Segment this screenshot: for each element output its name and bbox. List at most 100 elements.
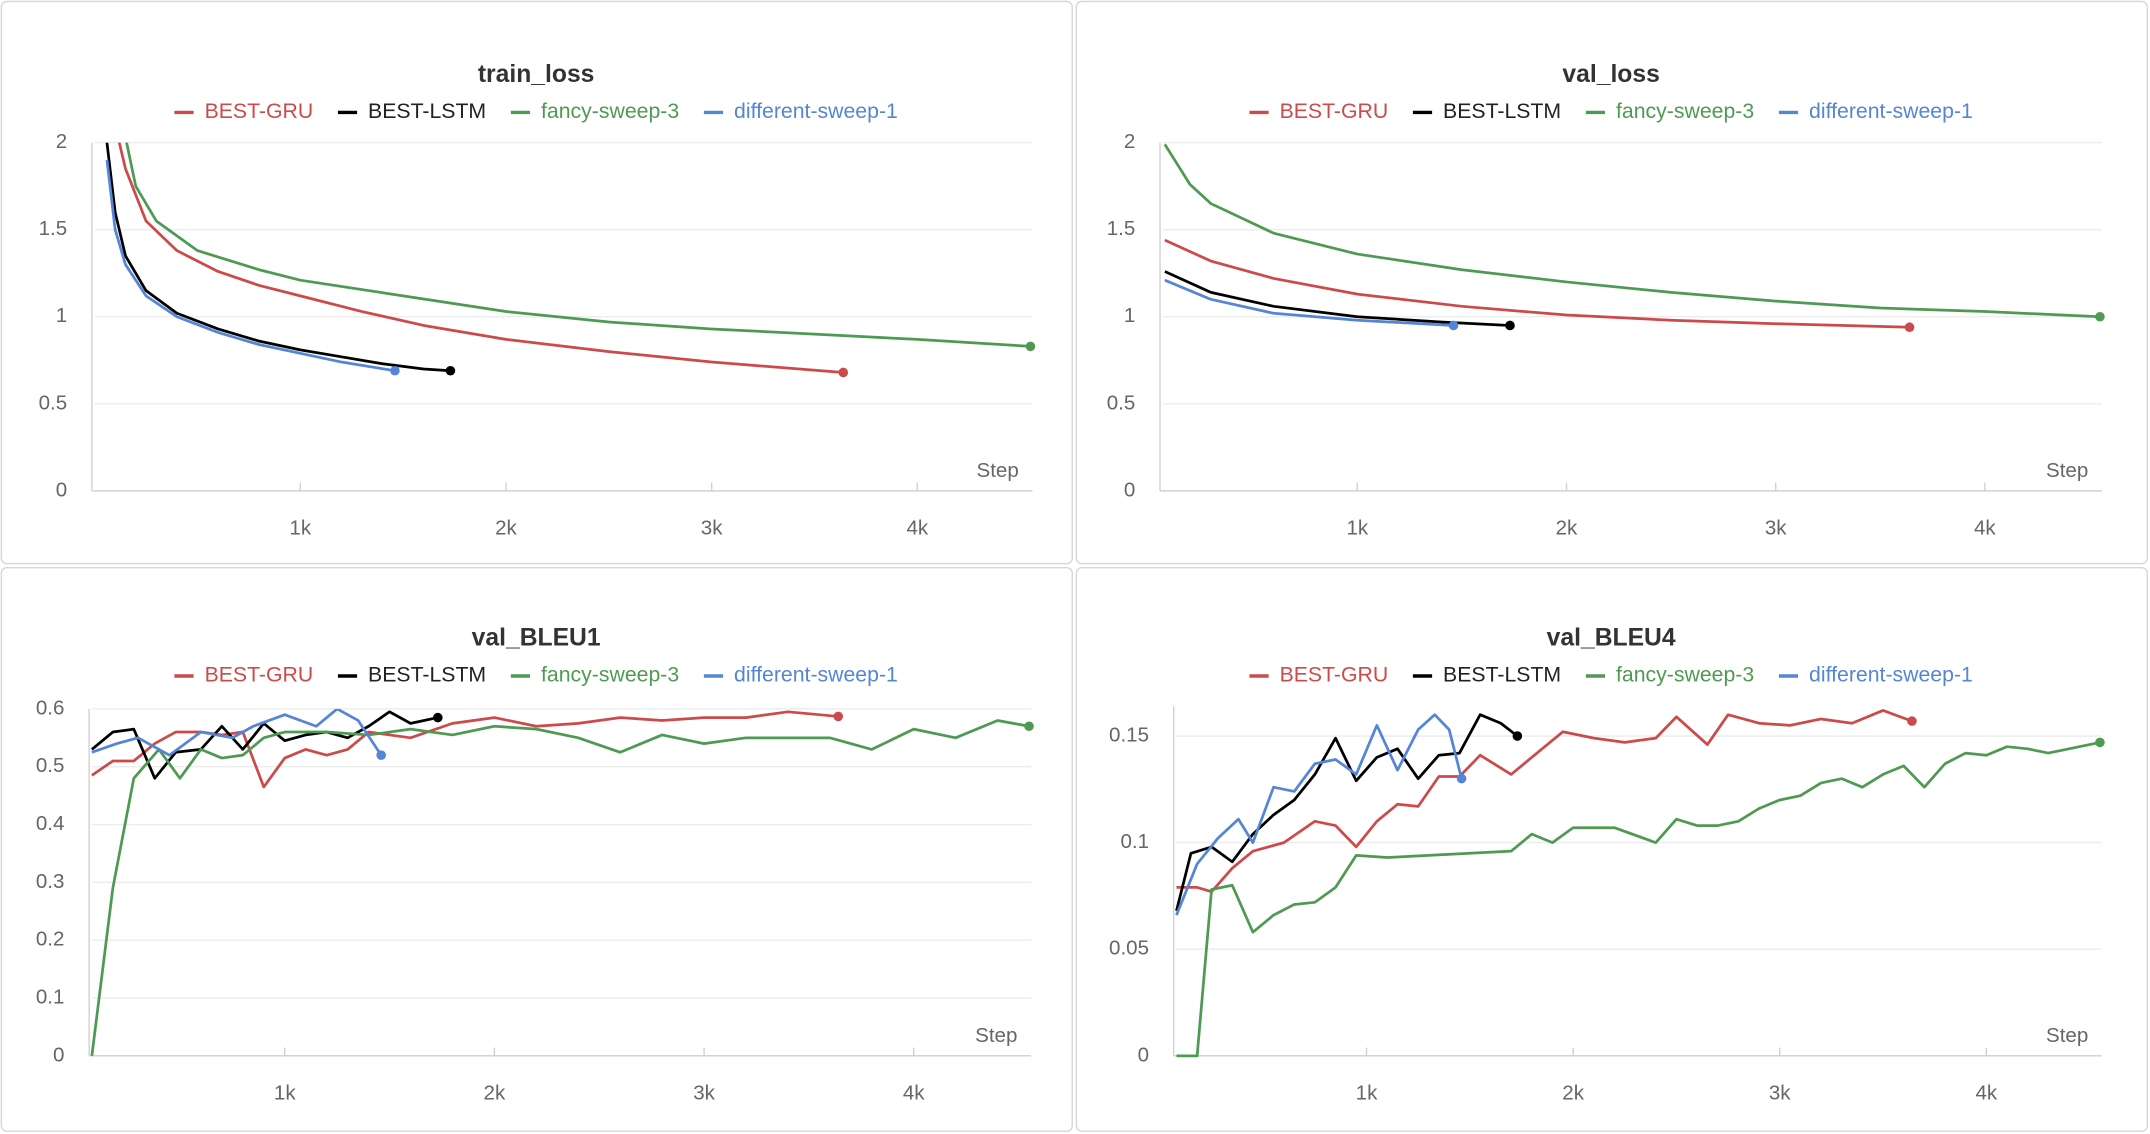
y-tick-label: 0.1 bbox=[1120, 830, 1149, 853]
x-tick-label: 2k bbox=[1562, 1082, 1584, 1105]
y-tick-label: 0.6 bbox=[36, 696, 65, 719]
legend-label: different-sweep-1 bbox=[1809, 663, 1973, 687]
y-tick-label: 0.1 bbox=[36, 985, 65, 1008]
series-line bbox=[105, 142, 451, 373]
x-tick-label: 1k bbox=[274, 1082, 296, 1105]
series-end-point bbox=[2095, 311, 2105, 322]
legend-label: BEST-GRU bbox=[1280, 99, 1389, 123]
chart-title: val_loss bbox=[1562, 61, 1659, 88]
x-tick-label: 3k bbox=[701, 517, 723, 540]
x-tick-label: 3k bbox=[1769, 1082, 1791, 1105]
x-tick-label: 4k bbox=[1975, 1082, 1997, 1105]
x-axis-label: Step bbox=[2046, 459, 2088, 482]
x-tick-label: 4k bbox=[903, 1082, 925, 1105]
plot-area bbox=[1163, 143, 2105, 333]
series-line bbox=[1175, 713, 1463, 916]
legend-label: fancy-sweep-3 bbox=[1616, 663, 1754, 687]
y-tick-label: 0.5 bbox=[39, 391, 68, 414]
legend-label: BEST-LSTM bbox=[1443, 663, 1561, 687]
chart-title: val_BLEU1 bbox=[472, 625, 601, 652]
series-end-point bbox=[445, 365, 456, 376]
legend-label: BEST-GRU bbox=[205, 99, 314, 123]
legend-label: BEST-GRU bbox=[1280, 663, 1389, 687]
series-end-point bbox=[1456, 773, 1467, 784]
legend-label: fancy-sweep-3 bbox=[1616, 99, 1754, 123]
series-line bbox=[1164, 238, 1910, 329]
series-end-point bbox=[833, 711, 844, 722]
series-end-point bbox=[1024, 721, 1034, 732]
series-end-point bbox=[1907, 716, 1917, 726]
x-tick-label: 1k bbox=[1356, 1082, 1378, 1105]
x-tick-label: 1k bbox=[289, 517, 311, 540]
series-end-point bbox=[376, 750, 386, 760]
legend-label: different-sweep-1 bbox=[1809, 99, 1973, 123]
panel bbox=[0, 567, 1073, 1132]
panel bbox=[1075, 0, 2148, 565]
y-tick-label: 2 bbox=[1124, 130, 1135, 153]
series-line bbox=[1176, 709, 1913, 894]
plot-area bbox=[1175, 709, 2105, 1058]
legend: BEST-GRU BEST-LSTM fancy-sweep-3 different-… bbox=[1249, 663, 1973, 687]
legend-label: fancy-sweep-3 bbox=[541, 99, 679, 123]
series-end-point bbox=[838, 367, 849, 378]
y-tick-label: 0.4 bbox=[36, 812, 65, 835]
y-tick-label: 0.05 bbox=[1109, 937, 1149, 960]
y-tick-label: 0.2 bbox=[36, 928, 65, 951]
series-end-point bbox=[1505, 320, 1515, 331]
y-tick-label: 1.5 bbox=[39, 217, 68, 240]
y-tick-label: 1 bbox=[1124, 304, 1135, 327]
series-end-point bbox=[1904, 322, 1915, 333]
series-end-point bbox=[2095, 737, 2105, 748]
x-tick-label: 3k bbox=[693, 1082, 715, 1105]
x-tick-label: 4k bbox=[906, 517, 928, 540]
legend-label: different-sweep-1 bbox=[734, 663, 898, 687]
plot-area bbox=[105, 142, 1036, 378]
series-end-point bbox=[1512, 731, 1523, 741]
legend-label: different-sweep-1 bbox=[734, 99, 898, 123]
series-end-point bbox=[433, 712, 443, 723]
series-line bbox=[1163, 143, 2100, 319]
chart: val_BLEU4 0 0.05 0.1 0.15 1k 2k 3k 4k Step BEST-GR… bbox=[1109, 625, 2105, 1105]
legend-label: BEST-LSTM bbox=[368, 99, 486, 123]
x-tick-label: 4k bbox=[1974, 517, 1996, 540]
y-tick-label: 0.15 bbox=[1109, 723, 1149, 746]
series-end-point bbox=[390, 365, 400, 376]
panel bbox=[1075, 567, 2148, 1132]
x-tick-label: 3k bbox=[1765, 517, 1787, 540]
x-axis-label: Step bbox=[977, 459, 1019, 482]
series-end-point bbox=[1448, 320, 1459, 331]
series-line bbox=[90, 719, 1030, 1056]
y-tick-label: 2 bbox=[56, 130, 67, 153]
legend-label: BEST-LSTM bbox=[368, 663, 486, 687]
y-tick-label: 0 bbox=[1124, 478, 1135, 501]
legend: BEST-GRU BEST-LSTM fancy-sweep-3 different-… bbox=[1249, 99, 1973, 123]
chart-title: val_BLEU4 bbox=[1547, 625, 1676, 652]
legend: BEST-GRU BEST-LSTM fancy-sweep-3 different-… bbox=[174, 99, 898, 123]
y-tick-label: 1 bbox=[56, 304, 67, 327]
y-tick-label: 0.3 bbox=[36, 870, 65, 893]
legend-label: BEST-GRU bbox=[205, 663, 314, 687]
y-tick-label: 1.5 bbox=[1107, 217, 1136, 240]
panel bbox=[0, 0, 1073, 565]
y-tick-label: 0 bbox=[56, 478, 67, 501]
series-line bbox=[125, 142, 1031, 348]
series-end-point bbox=[1025, 341, 1036, 352]
series-line bbox=[117, 142, 844, 374]
x-tick-label: 2k bbox=[1556, 517, 1578, 540]
series-line bbox=[91, 710, 839, 789]
x-axis-label: Step bbox=[2046, 1024, 2088, 1047]
legend: BEST-GRU BEST-LSTM fancy-sweep-3 different-… bbox=[174, 663, 898, 687]
x-axis-label: Step bbox=[975, 1024, 1017, 1047]
x-tick-label: 2k bbox=[495, 517, 517, 540]
y-tick-label: 0.5 bbox=[1107, 391, 1136, 414]
y-tick-label: 0 bbox=[1138, 1043, 1149, 1066]
x-tick-label: 1k bbox=[1346, 517, 1368, 540]
series-line bbox=[1176, 741, 2101, 1058]
legend-label: BEST-LSTM bbox=[1443, 99, 1561, 123]
chart: val_BLEU1 0 0.1 0.2 0.3 0.4 0.5 0.6 1k 2k 3k 4k Step… bbox=[36, 625, 1034, 1105]
series-line bbox=[91, 708, 383, 757]
series-line bbox=[105, 159, 396, 373]
